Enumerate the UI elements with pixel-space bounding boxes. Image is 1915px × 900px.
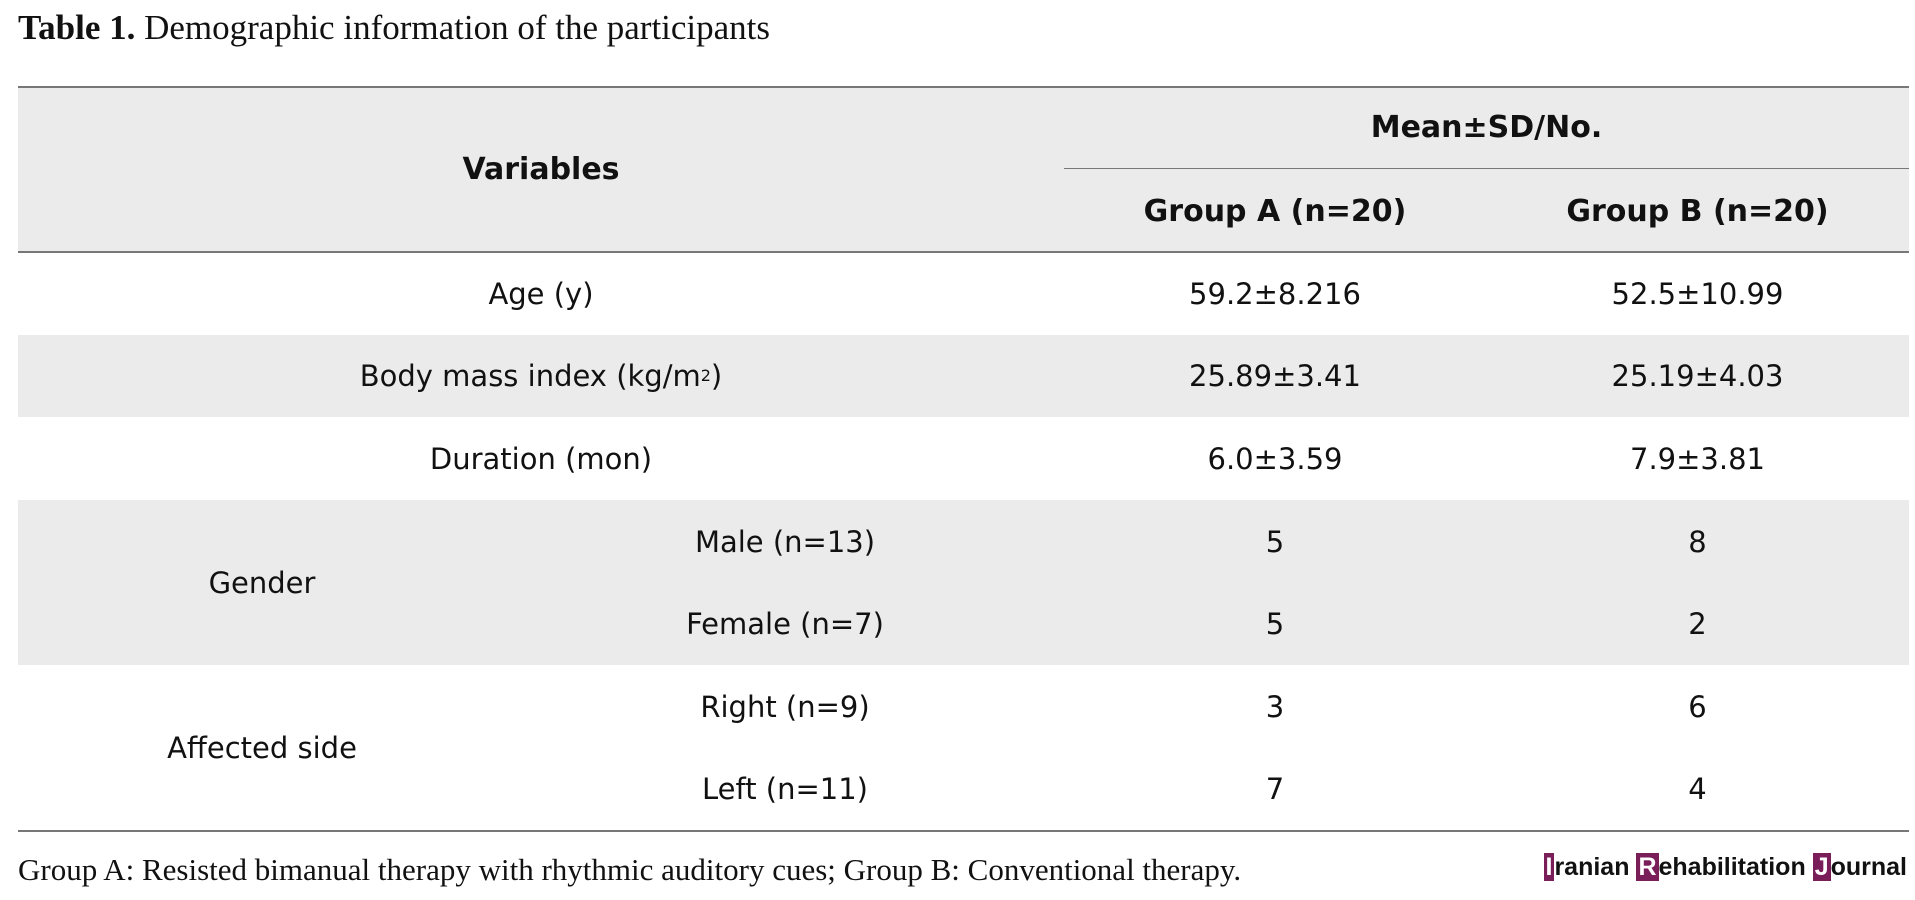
gender-male-label: Male (n=13) xyxy=(694,524,876,559)
header-group-a: Group A (n=20) xyxy=(1143,193,1407,229)
header-rule xyxy=(18,251,1909,253)
row-bmi-group-b: 25.19±4.03 xyxy=(1611,359,1784,393)
gender-female-label: Female (n=7) xyxy=(686,607,884,641)
affected-side-label: Affected side xyxy=(167,730,357,765)
row-age-group-b: 52.5±10.99 xyxy=(1611,277,1784,311)
table-title: Demographic information of the participa… xyxy=(144,8,771,47)
journal-logo: Iranian Rehabilitation Journal xyxy=(1543,853,1907,881)
affected-right-group-a: 3 xyxy=(1265,689,1285,724)
gender-male-group-a: 5 xyxy=(1265,524,1285,559)
row-bmi-label: Body mass index (kg/m 2) xyxy=(359,359,723,393)
affected-left-label: Left (n=11) xyxy=(702,772,868,806)
row-band-bmi xyxy=(18,335,1909,417)
row-duration-group-a: 6.0±3.59 xyxy=(1207,441,1343,476)
gender-female-group-b: 2 xyxy=(1688,607,1707,641)
header-mean-sd: Mean±SD/No. xyxy=(1370,109,1603,145)
header-band xyxy=(18,86,1909,252)
affected-left-group-a: 7 xyxy=(1265,772,1285,806)
row-band-gender xyxy=(18,500,1909,665)
affected-right-label: Right (n=9) xyxy=(700,689,870,724)
row-bmi-label-tail: ) xyxy=(710,359,723,393)
row-bmi-label-text: Body mass index (kg/m xyxy=(359,359,701,393)
row-bmi-group-a: 25.89±3.41 xyxy=(1189,359,1361,393)
row-duration-label: Duration (mon) xyxy=(429,441,653,476)
table-label: Table 1. xyxy=(18,8,136,47)
table-caption: Table 1. Demographic information of the … xyxy=(18,8,770,48)
gender-label: Gender xyxy=(208,565,316,600)
header-group-b: Group B (n=20) xyxy=(1566,193,1829,229)
gender-male-group-b: 8 xyxy=(1688,524,1707,559)
row-duration-group-b: 7.9±3.81 xyxy=(1630,441,1765,476)
gender-female-group-a: 5 xyxy=(1265,607,1285,641)
table-footnote: Group A: Resisted bimanual therapy with … xyxy=(18,852,1242,887)
header-variables: Variables xyxy=(462,151,620,187)
group-rule xyxy=(1064,168,1909,169)
affected-right-group-b: 6 xyxy=(1688,689,1707,724)
row-age-group-a: 59.2±8.216 xyxy=(1189,277,1361,311)
top-rule xyxy=(18,86,1909,88)
bottom-rule xyxy=(18,830,1909,832)
affected-left-group-b: 4 xyxy=(1688,772,1707,806)
row-age-label: Age (y) xyxy=(488,277,594,311)
